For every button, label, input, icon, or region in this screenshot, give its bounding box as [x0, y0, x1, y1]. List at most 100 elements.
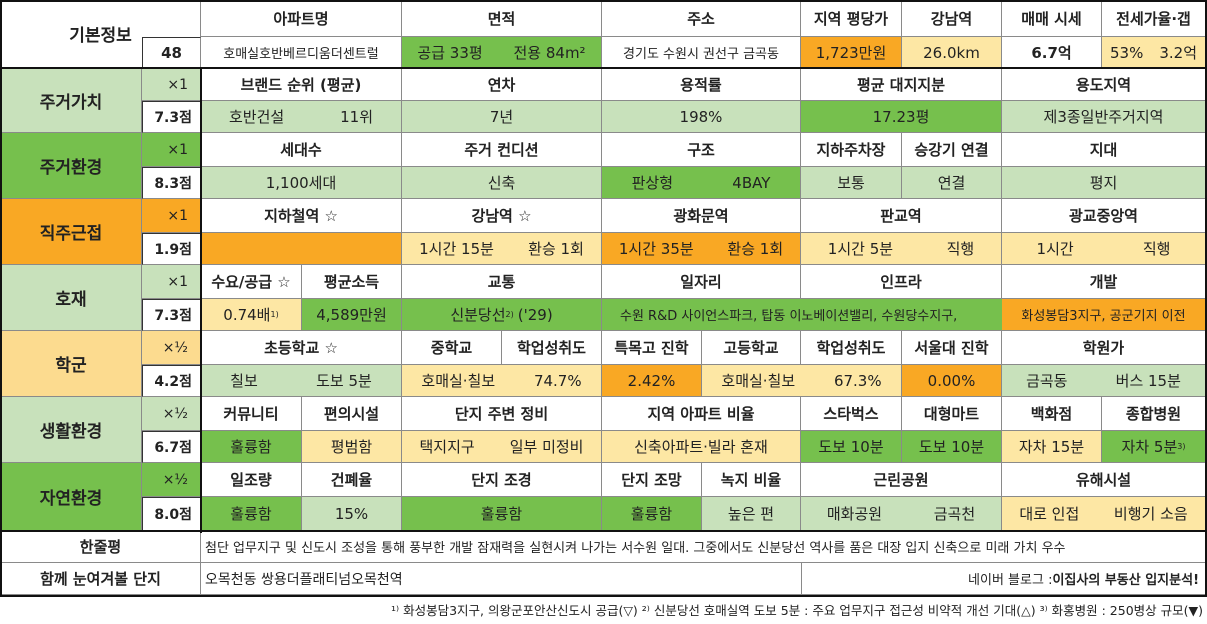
- head: 강남역 ☆: [402, 199, 602, 233]
- structure-bay: 4BAY: [732, 173, 771, 192]
- category-score: 4.2점: [142, 365, 201, 397]
- head: 단지 조망: [602, 463, 702, 497]
- col-area: 면적: [402, 1, 602, 37]
- community-value: 훌륭함: [201, 431, 302, 463]
- head: 서울대 진학: [902, 331, 1002, 365]
- head: 승강기 연결: [902, 133, 1002, 167]
- head: 주거 컨디션: [402, 133, 602, 167]
- transport-year: ('29): [517, 305, 553, 324]
- related-complex: 오목천동 쌍용더플래티넘오목천역: [201, 563, 802, 595]
- view-value: 훌륭함: [602, 497, 702, 531]
- academy-value: 금곡동 버스 15분: [1002, 365, 1206, 397]
- structure-type: 판상형: [631, 174, 674, 192]
- head: 중학교: [402, 331, 502, 365]
- head: 학업성취도: [801, 331, 902, 365]
- head: 건폐율: [302, 463, 402, 497]
- head: 수요/공급 ☆: [201, 265, 302, 299]
- head: 판교역: [801, 199, 1002, 233]
- head: 광화문역: [602, 199, 801, 233]
- head: 일조량: [201, 463, 302, 497]
- mart-value: 도보 10분: [902, 431, 1002, 463]
- pangyo-commute: 1시간 5분 직행: [801, 233, 1002, 265]
- head: 지하주차장: [801, 133, 902, 167]
- head: 연차: [402, 69, 602, 101]
- income-value: 4,589만원: [302, 299, 402, 331]
- category-score: 8.3점: [142, 167, 201, 199]
- price-per-py-value: 1,723만원: [801, 37, 902, 69]
- academy-area: 금곡동: [1026, 372, 1068, 390]
- amenities-value: 평범함: [302, 431, 402, 463]
- school-name: 호매실·칠보: [721, 372, 796, 390]
- summary-label: 한줄평: [1, 531, 201, 563]
- gwanggyo-commute: 1시간 직행: [1002, 233, 1206, 265]
- commute-transfer: 환승 1회: [727, 240, 784, 258]
- households-value: 1,100세대: [201, 167, 402, 199]
- elevator-value: 연결: [902, 167, 1002, 199]
- hazard-road: 대로 인접: [1019, 505, 1080, 523]
- transport-line: 신분당선: [450, 306, 506, 324]
- blog-name: 이집사의 부동산 입지분석!: [1052, 573, 1199, 588]
- transport-value: 신분당선 2) ('29): [402, 299, 602, 331]
- head: 녹지 비율: [702, 463, 801, 497]
- terrain-value: 평지: [1002, 167, 1206, 199]
- gwanghwamun-commute: 1시간 35분 환승 1회: [602, 233, 801, 265]
- gangnam-commute: 1시간 15분 환승 1회: [402, 233, 602, 265]
- supply-ratio-value: 0.74배 1): [201, 299, 302, 331]
- school-distance: 도보 5분: [316, 372, 372, 390]
- hazard-value: 대로 인접 비행기 소음: [1002, 497, 1206, 531]
- age-value: 7년: [402, 101, 602, 133]
- hazard-noise: 비행기 소음: [1113, 505, 1188, 523]
- multiplier: ×½: [142, 331, 201, 365]
- head: 평균소득: [302, 265, 402, 299]
- related-label: 함께 눈여겨볼 단지: [1, 563, 201, 595]
- jeonse-value: 53% 3.2억: [1102, 37, 1206, 69]
- coverage-value: 15%: [302, 497, 402, 531]
- head: 지하철역 ☆: [201, 199, 402, 233]
- head: 브랜드 순위 (평균): [201, 69, 402, 101]
- category-label: 주거환경: [1, 133, 142, 199]
- head: 커뮤니티: [201, 397, 302, 431]
- head: 백화점: [1002, 397, 1102, 431]
- multiplier: ×1: [142, 133, 201, 167]
- hospital-distance: 자차 5분: [1121, 438, 1178, 456]
- surroundings-type: 택지지구: [419, 438, 475, 456]
- head: 단지 조경: [402, 463, 602, 497]
- col-sale-price: 매매 시세: [1002, 1, 1102, 37]
- area-exclusive: 전용 84m²: [513, 44, 586, 62]
- area-value: 공급 33평 전용 84m²: [402, 37, 602, 69]
- jeonse-gap: 3.2억: [1159, 44, 1197, 62]
- category-label: 주거가치: [1, 69, 142, 133]
- park-value: 매화공원 금곡천: [801, 497, 1002, 531]
- category-score: 6.7점: [142, 431, 201, 463]
- sale-price-value: 6.7억: [1002, 37, 1102, 69]
- department-store-value: 자차 15분: [1002, 431, 1102, 463]
- area-supply: 공급 33평: [417, 44, 483, 62]
- head: 고등학교: [702, 331, 801, 365]
- stream-name: 금곡천: [933, 505, 976, 523]
- multiplier: ×½: [142, 397, 201, 431]
- structure-value: 판상형 4BAY: [602, 167, 801, 199]
- surroundings-value: 택지지구 일부 미정비: [402, 431, 602, 463]
- head: 용적률: [602, 69, 801, 101]
- commute-time: 1시간 5분: [827, 240, 894, 258]
- head: 초등학교 ☆: [201, 331, 402, 365]
- high-school-value: 호매실·칠보 67.3%: [702, 365, 902, 397]
- head: 편의시설: [302, 397, 402, 431]
- commute-time: 1시간 15분: [419, 240, 494, 258]
- analysis-table: 기본정보 48 아파트명 면적 주소 지역 평당가 강남역 매매 시세 전세가율…: [0, 0, 1207, 597]
- achievement: 67.3%: [833, 371, 882, 390]
- head: 특목고 진학: [602, 331, 702, 365]
- elementary-value: 칠보 도보 5분: [201, 365, 402, 397]
- commute-transfer: 직행: [1142, 240, 1171, 258]
- category-score: 8.0점: [142, 497, 201, 531]
- jobs-infra-value: 수원 R&D 사이언스파크, 탑동 이노베이션밸리, 수원당수지구,: [602, 299, 1002, 331]
- head: 유해시설: [1002, 463, 1206, 497]
- blog-credit: 네이버 블로그 : 이집사의 부동산 입지분석!: [802, 563, 1206, 595]
- head: 지대: [1002, 133, 1206, 167]
- address-value: 경기도 수원시 권선구 금곡동: [602, 37, 801, 69]
- category-score: 1.9점: [142, 233, 201, 265]
- head: 종합병원: [1102, 397, 1206, 431]
- brand-name: 호반건설: [228, 108, 285, 126]
- supply-ratio: 0.74배: [223, 306, 271, 324]
- academy-distance: 버스 15분: [1115, 372, 1181, 390]
